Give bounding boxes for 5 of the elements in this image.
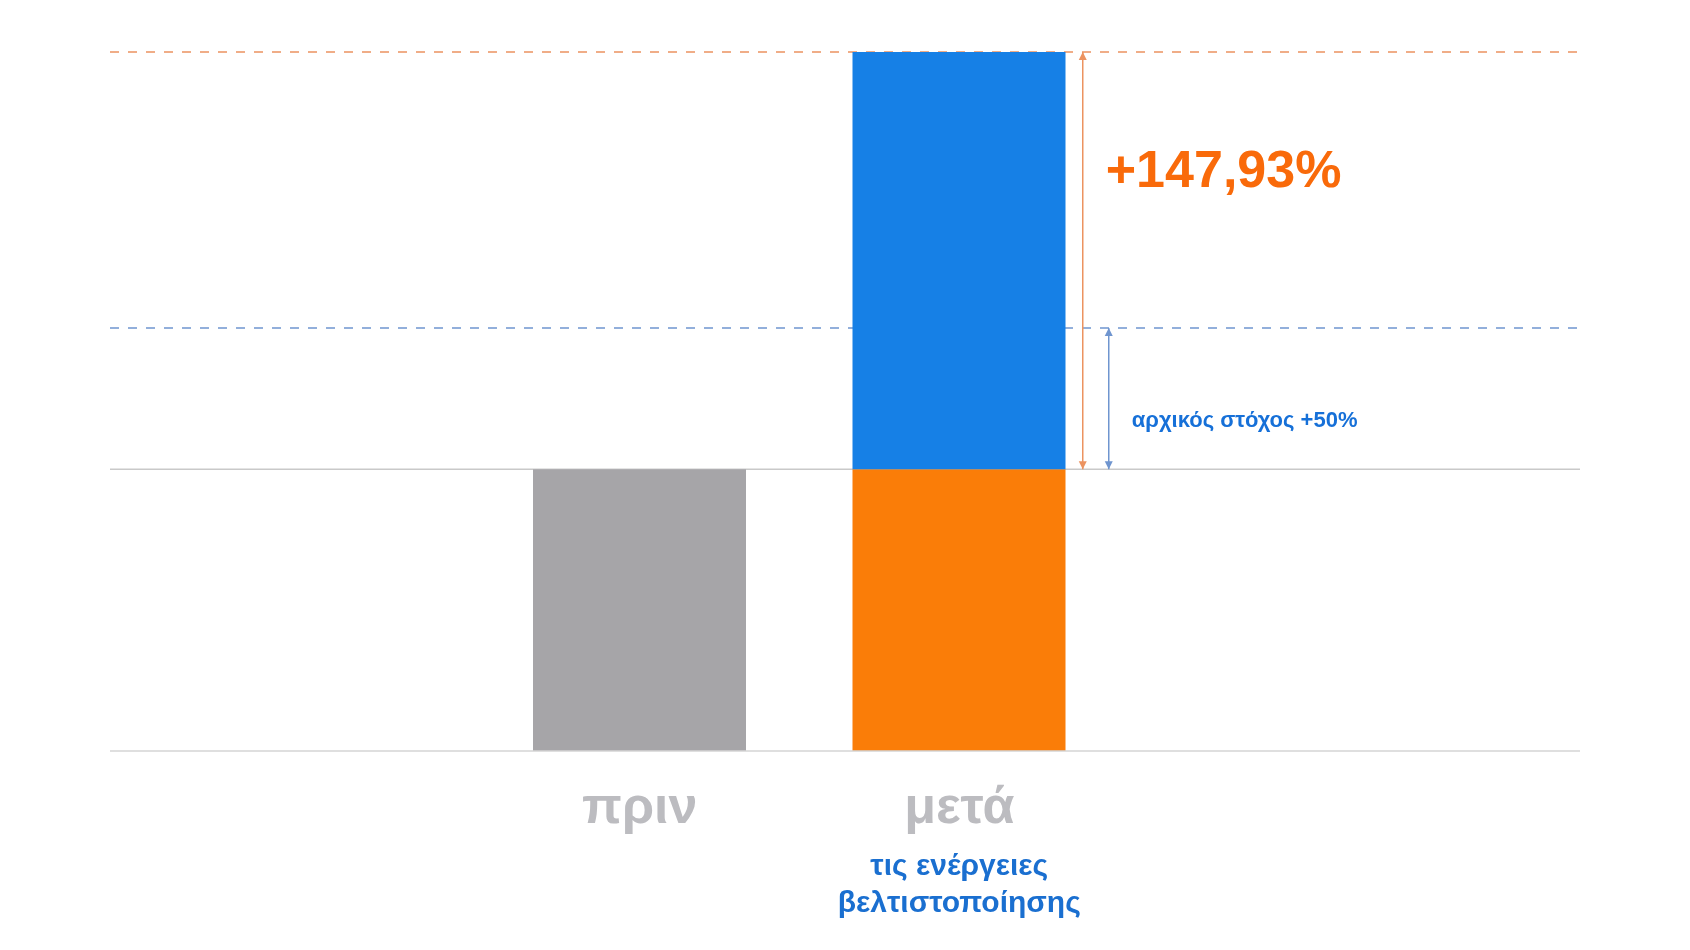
x-tick-label: πριν [582,776,698,834]
text: αρχικός στόχος +50% [1131,407,1358,433]
text: τις ενέργειες βελτιστοποίησης [837,848,1081,918]
annotation: +147,93% [1105,139,1342,198]
x-tick-label: μετά [904,776,1015,834]
